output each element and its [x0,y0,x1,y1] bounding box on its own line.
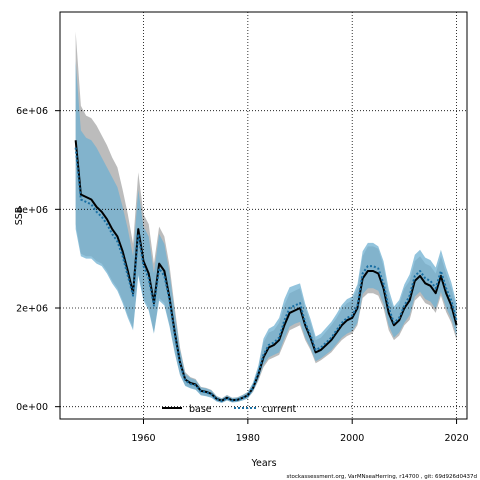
y-axis-label: SSB [14,207,25,226]
x-tick-label-2: 2000 [340,433,364,444]
series-lines [74,140,458,402]
x-tick-label-3: 2020 [444,433,468,444]
legend-label-current: current [262,404,297,415]
legend: base current [162,404,297,415]
x-axis-label: Years [250,458,276,469]
legend-label-base: base [189,404,212,415]
x-tick-label-0: 1960 [131,433,155,444]
y-axis-ticks: 0e+00 2e+06 4e+06 6e+06 [16,106,60,413]
x-axis-ticks: 1960 1980 2000 2020 [131,419,469,444]
band-current [75,61,457,403]
y-tick-label-1: 2e+06 [16,304,48,315]
plot-frame [59,11,468,420]
confidence-bands [75,31,457,403]
footer-note: stockassessment.org, VarMNseaHerring, r1… [286,474,477,480]
grid-lines [60,12,467,419]
y-tick-label-3: 6e+06 [16,106,48,117]
line-current [74,147,458,402]
x-tick-label-1: 1980 [236,433,260,444]
y-tick-label-2: 4e+06 [16,205,48,216]
y-tick-label-0: 0e+00 [16,402,48,413]
